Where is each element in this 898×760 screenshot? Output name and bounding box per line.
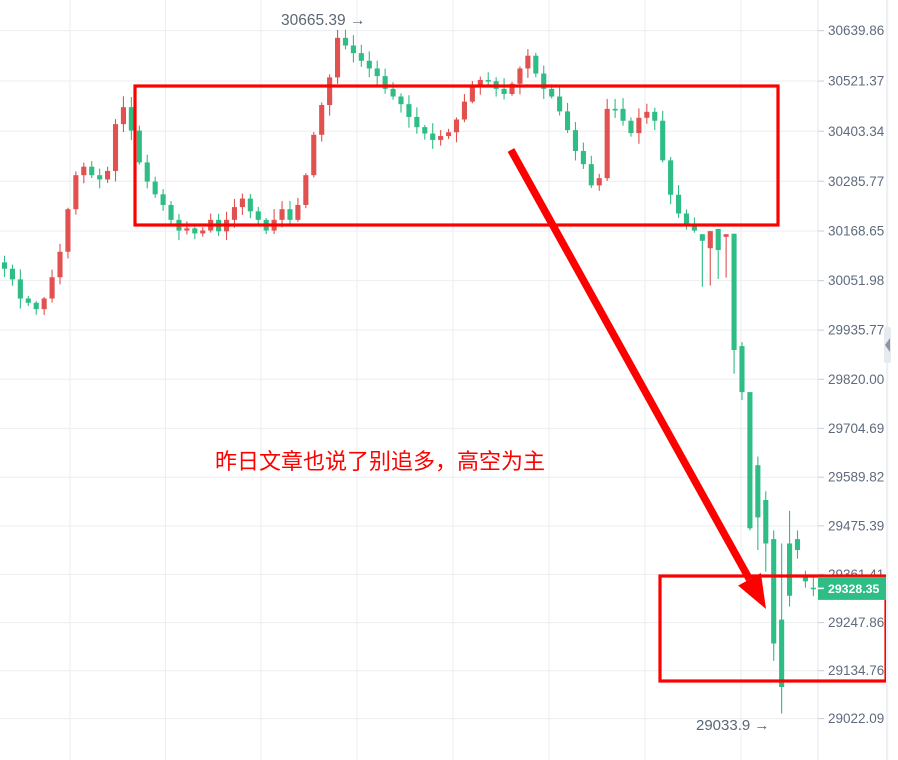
svg-text:29328.35: 29328.35	[828, 582, 879, 596]
svg-text:29475.39: 29475.39	[828, 518, 884, 533]
svg-text:30168.65: 30168.65	[828, 224, 884, 239]
svg-text:29820.00: 29820.00	[828, 372, 884, 387]
svg-text:29589.82: 29589.82	[828, 470, 884, 485]
svg-text:30665.39 →: 30665.39 →	[281, 12, 365, 29]
svg-text:29134.76: 29134.76	[828, 663, 884, 678]
svg-text:29033.9 →: 29033.9 →	[696, 717, 769, 734]
svg-text:30639.86: 30639.86	[828, 23, 884, 38]
svg-text:30285.77: 30285.77	[828, 174, 884, 189]
svg-text:29022.09: 29022.09	[828, 711, 884, 726]
svg-text:29247.86: 29247.86	[828, 615, 884, 630]
svg-text:29935.77: 29935.77	[828, 323, 884, 338]
svg-text:29704.69: 29704.69	[828, 421, 884, 436]
svg-text:30051.98: 30051.98	[828, 273, 884, 288]
svg-text:昨日文章也说了别追多，高空为主: 昨日文章也说了别追多，高空为主	[215, 449, 545, 474]
svg-text:30403.34: 30403.34	[828, 124, 885, 139]
svg-text:30521.37: 30521.37	[828, 74, 884, 89]
